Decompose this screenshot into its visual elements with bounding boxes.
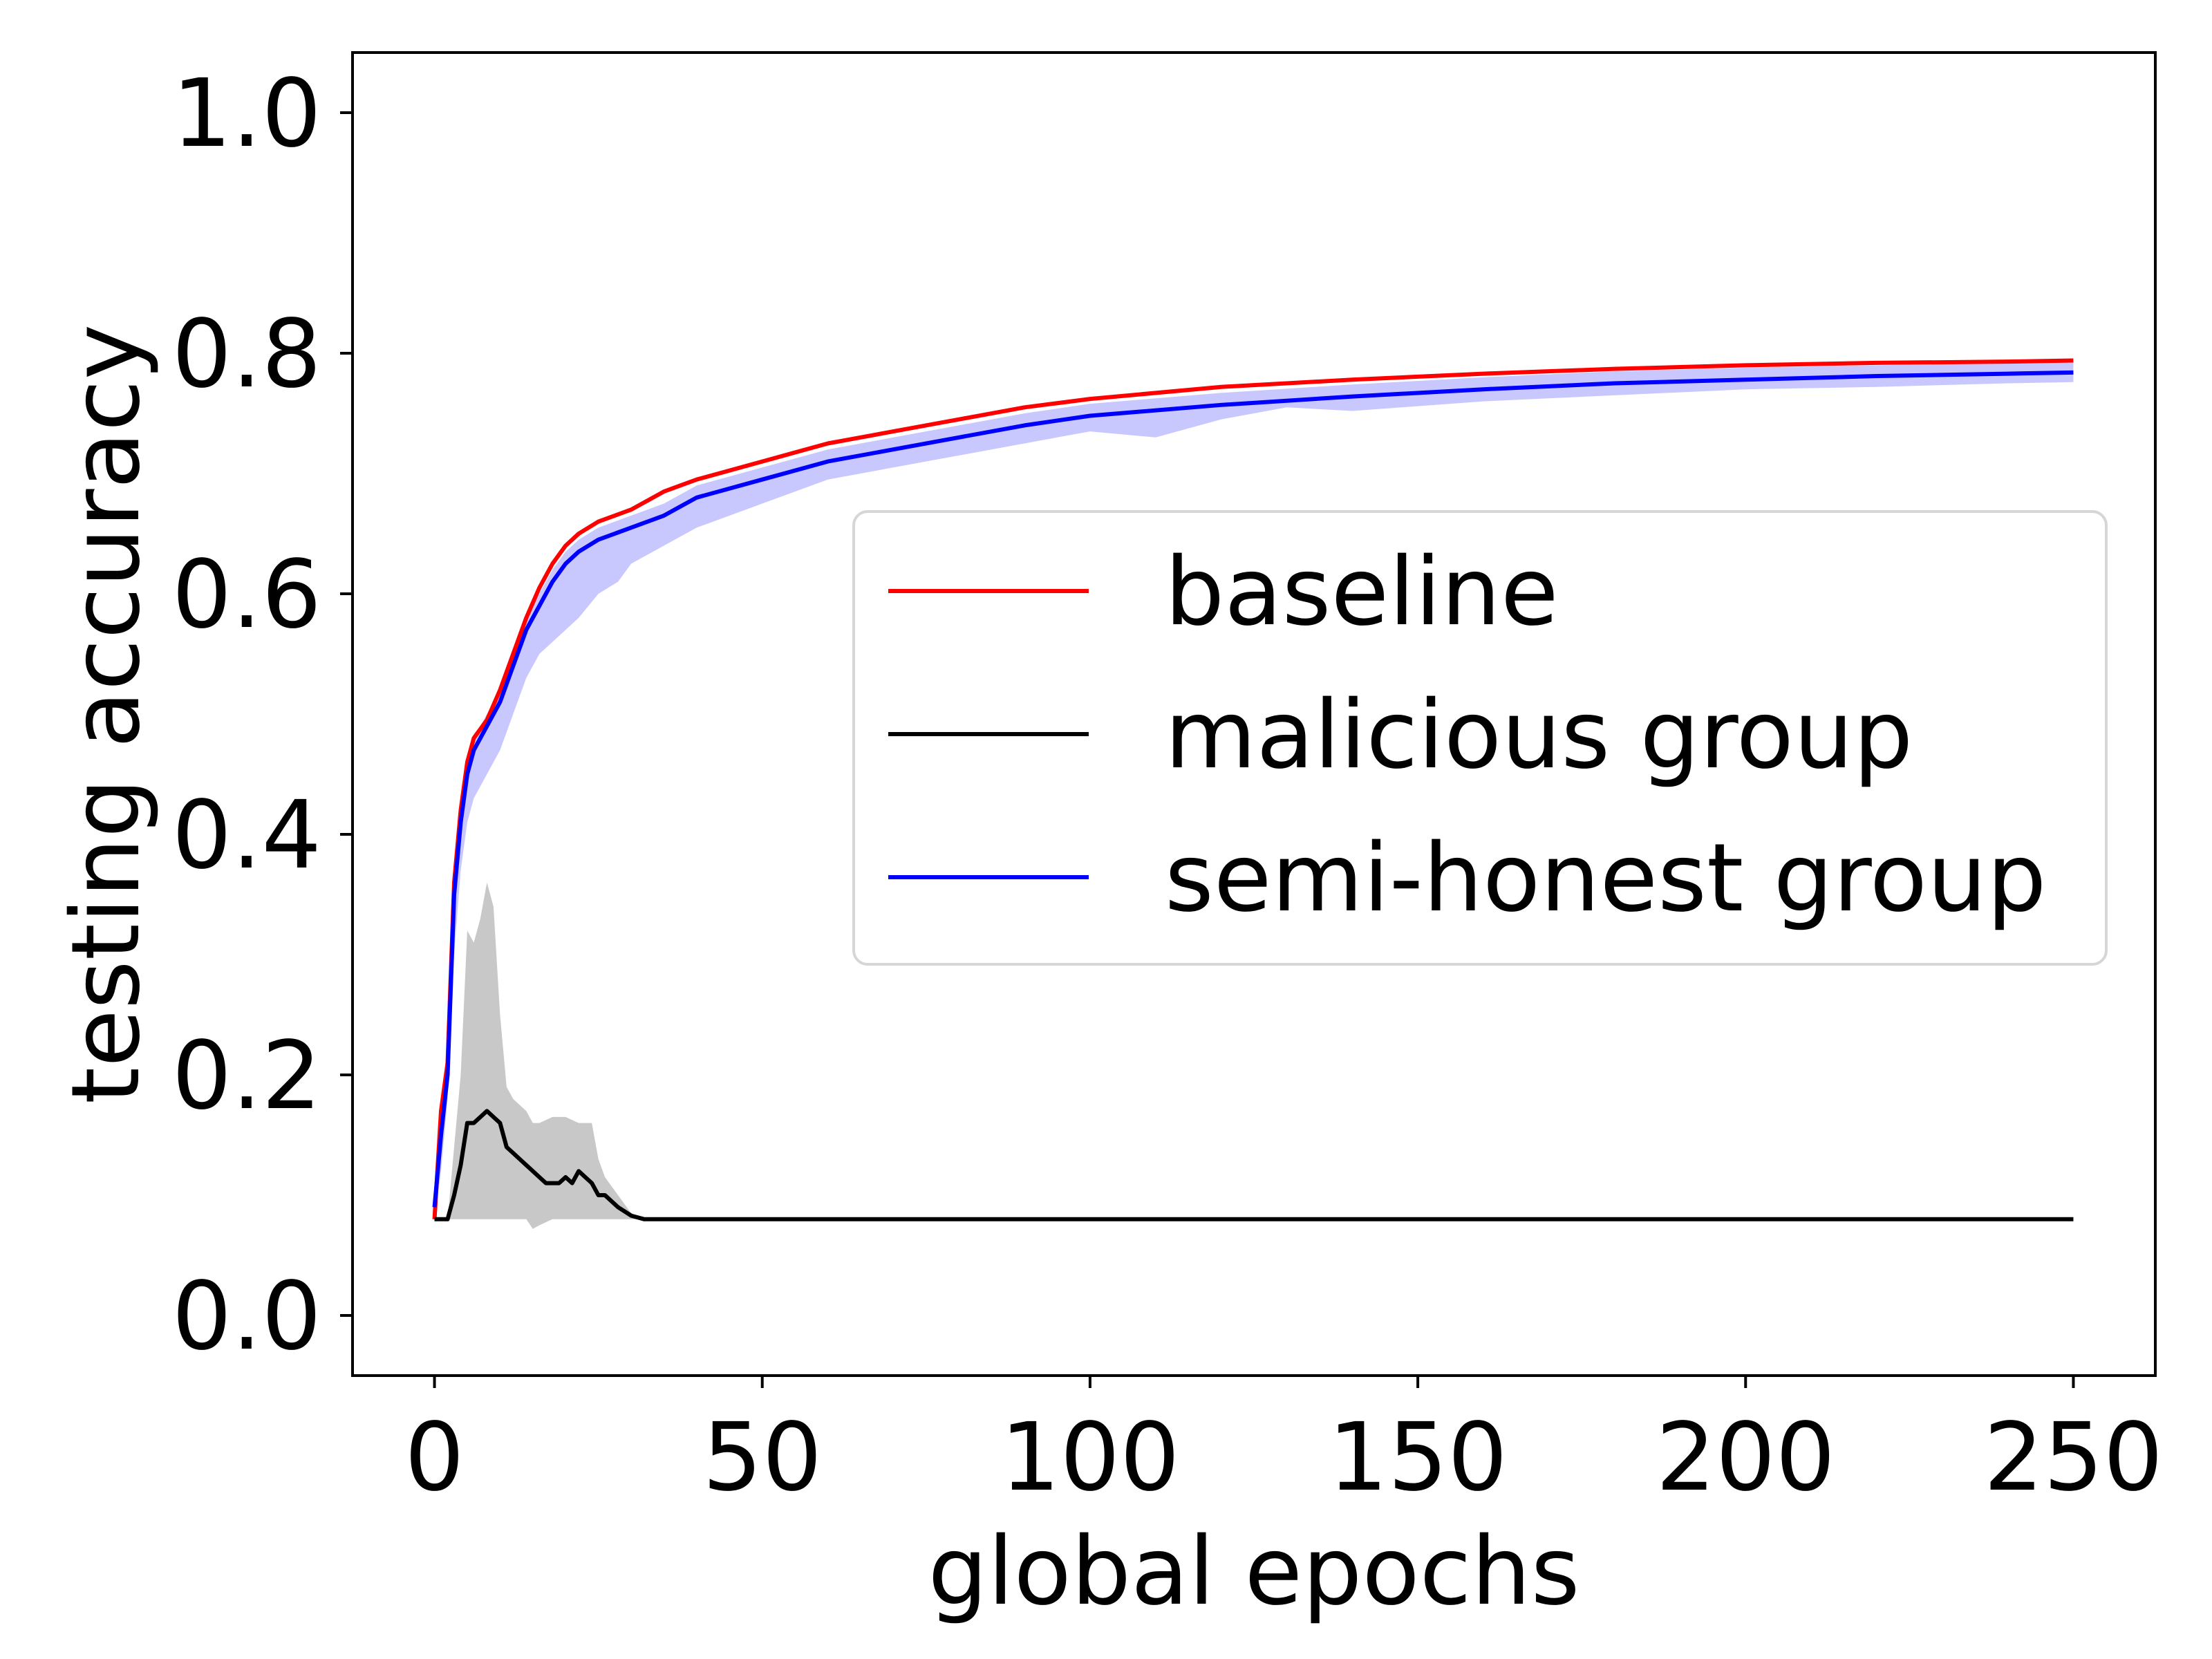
legend-label-malicious-group: malicious group [1165, 681, 1913, 790]
plot-frame [351, 51, 2157, 1377]
y-tick-label: 0.4 [172, 781, 321, 890]
series-line-semi-honest-group [432, 370, 2074, 1208]
legend-box [852, 510, 2108, 966]
legend: baseline malicious group semi-honest group [852, 510, 2108, 966]
y-tick-label: 0.0 [172, 1262, 321, 1371]
x-tick-label: 0 [404, 1403, 465, 1512]
y-tick-label: 0.6 [172, 541, 321, 650]
x-tick-label: 200 [1656, 1403, 1835, 1512]
x-axis-label: global epochs [928, 1517, 1580, 1627]
x-axis-ticks: 0 50 100 150 200 250 [404, 1376, 2163, 1512]
legend-label-semi-honest-group: semi-honest group [1165, 824, 2047, 933]
y-axis-ticks: 0.0 0.2 0.4 0.6 0.8 1.0 [172, 59, 353, 1371]
y-tick-label: 1.0 [172, 59, 321, 169]
y-tick-label: 0.8 [172, 300, 321, 409]
x-tick-label: 50 [702, 1403, 822, 1512]
series-lines [432, 358, 2074, 1221]
y-axis-label: testing accuracy [52, 324, 161, 1104]
x-tick-label: 150 [1328, 1403, 1508, 1512]
y-tick-label: 0.2 [172, 1022, 321, 1131]
series-line-baseline [432, 358, 2074, 1219]
x-tick-label: 100 [1000, 1403, 1180, 1512]
series-line-malicious-group [434, 1109, 2074, 1221]
x-tick-label: 250 [1984, 1403, 2164, 1512]
legend-label-baseline: baseline [1165, 538, 1559, 647]
